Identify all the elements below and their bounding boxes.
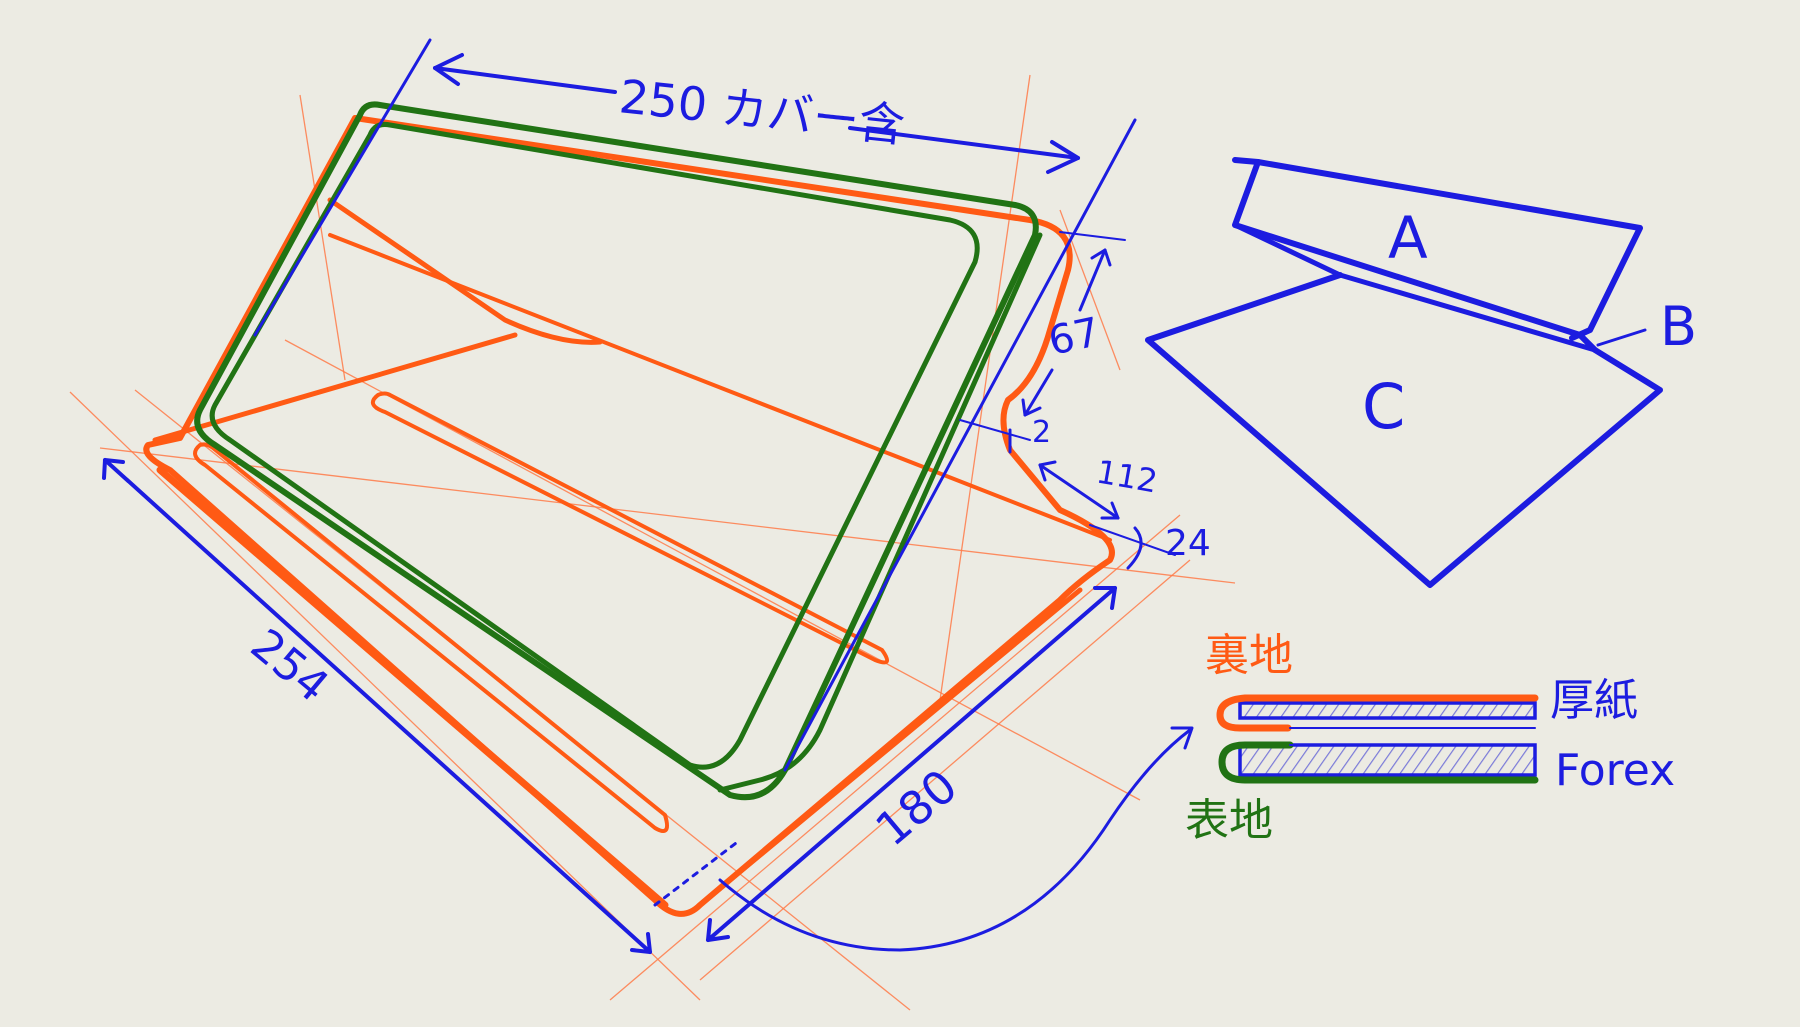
top-width-label: 250 カバー含 xyxy=(617,69,907,153)
dimension-base-length xyxy=(102,458,652,954)
gap-label: 2 xyxy=(1032,415,1051,450)
base-length-label: 254 xyxy=(241,619,338,712)
base-depth-label: 180 xyxy=(865,759,967,857)
dimension-top-width xyxy=(433,53,1080,174)
forex-label: Forex xyxy=(1555,745,1675,796)
cardboard-label: 厚紙 xyxy=(1550,675,1638,726)
inner-fabric-label: 裏地 xyxy=(1205,630,1293,681)
dimension-lip xyxy=(1089,524,1176,570)
outer-fabric-outline xyxy=(194,101,1043,801)
fold-label-b: B xyxy=(1660,295,1697,358)
dimension-fold-depth xyxy=(1038,460,1120,520)
dimension-gap xyxy=(959,419,1031,454)
outer-fabric-label: 表地 xyxy=(1185,795,1273,846)
dimension-front-height xyxy=(1021,231,1126,417)
lip-label: 24 xyxy=(1165,523,1211,564)
fold-label-a: A xyxy=(1388,204,1428,272)
tablet-edge-lines xyxy=(253,38,1137,772)
fold-depth-label: 112 xyxy=(1094,452,1161,500)
front-height-label: 67 xyxy=(1045,309,1104,365)
dimension-base-depth xyxy=(706,586,1117,942)
fold-diagram xyxy=(1145,157,1663,588)
fold-label-c: C xyxy=(1362,370,1405,443)
layer-cross-section xyxy=(1216,694,1539,784)
callout-arrow xyxy=(718,726,1194,952)
